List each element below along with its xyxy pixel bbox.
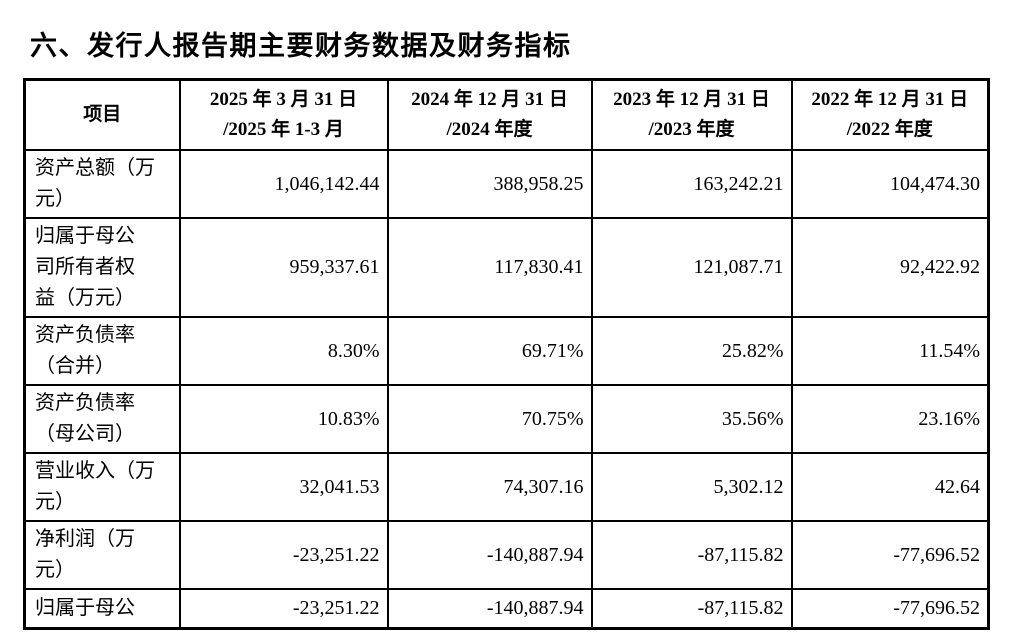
row-label: 净利润（万 元） <box>23 520 181 590</box>
cell-value: -87,115.82 <box>590 588 793 629</box>
cell-value: 25.82% <box>590 316 793 386</box>
row-label: 资产负债率 （母公司） <box>23 384 181 454</box>
table-row: 资产负债率 （母公司） 10.83% 70.75% 35.56% 23.16% <box>23 384 990 454</box>
cell-value: -140,887.94 <box>386 588 593 629</box>
column-header-2025: 2025 年 3 月 31 日 /2025 年 1-3 月 <box>178 78 389 151</box>
column-header-2022: 2022 年 12 月 31 日 /2022 年度 <box>790 78 990 151</box>
cell-value: 10.83% <box>178 384 389 454</box>
table-row: 资产总额（万 元） 1,046,142.44 388,958.25 163,24… <box>23 149 990 219</box>
cell-value: 1,046,142.44 <box>178 149 389 219</box>
page-title: 六、发行人报告期主要财务数据及财务指标 <box>30 31 572 62</box>
cell-value: -77,696.52 <box>790 520 990 590</box>
table-row: 资产负债率 （合并） 8.30% 69.71% 25.82% 11.54% <box>23 316 990 386</box>
cell-value: 23.16% <box>790 384 990 454</box>
row-label: 归属于母公 <box>23 588 181 629</box>
row-label: 归属于母公 司所有者权 益（万元） <box>23 217 181 318</box>
column-header-2024: 2024 年 12 月 31 日 /2024 年度 <box>386 78 593 151</box>
cell-value: 32,041.53 <box>178 452 389 522</box>
table-row: 营业收入（万 元） 32,041.53 74,307.16 5,302.12 4… <box>23 452 990 522</box>
cell-value: 74,307.16 <box>386 452 593 522</box>
row-label: 营业收入（万 元） <box>23 452 181 522</box>
financial-data-table: 项目 2025 年 3 月 31 日 /2025 年 1-3 月 2024 年 … <box>23 78 990 630</box>
cell-value: 5,302.12 <box>590 452 793 522</box>
cell-value: -77,696.52 <box>790 588 990 629</box>
cell-value: 69.71% <box>386 316 593 386</box>
column-header-item: 项目 <box>23 78 181 151</box>
cell-value: 104,474.30 <box>790 149 990 219</box>
cell-value: 11.54% <box>790 316 990 386</box>
cell-value: 92,422.92 <box>790 217 990 318</box>
table-row: 归属于母公 司所有者权 益（万元） 959,337.61 117,830.41 … <box>23 217 990 318</box>
cell-value: -87,115.82 <box>590 520 793 590</box>
cell-value: -23,251.22 <box>178 588 389 629</box>
table-header-row: 项目 2025 年 3 月 31 日 /2025 年 1-3 月 2024 年 … <box>23 78 990 151</box>
cell-value: 959,337.61 <box>178 217 389 318</box>
table-row-clipped: 归属于母公 -23,251.22 -140,887.94 -87,115.82 … <box>23 588 990 629</box>
cell-value: 8.30% <box>178 316 389 386</box>
row-label: 资产负债率 （合并） <box>23 316 181 386</box>
column-header-2023: 2023 年 12 月 31 日 /2023 年度 <box>590 78 793 151</box>
cell-value: 35.56% <box>590 384 793 454</box>
cell-value: 42.64 <box>790 452 990 522</box>
table-row: 净利润（万 元） -23,251.22 -140,887.94 -87,115.… <box>23 520 990 590</box>
cell-value: 70.75% <box>386 384 593 454</box>
cell-value: 117,830.41 <box>386 217 593 318</box>
cell-value: -140,887.94 <box>386 520 593 590</box>
cell-value: 388,958.25 <box>386 149 593 219</box>
cell-value: 121,087.71 <box>590 217 793 318</box>
cell-value: 163,242.21 <box>590 149 793 219</box>
cell-value: -23,251.22 <box>178 520 389 590</box>
row-label: 资产总额（万 元） <box>23 149 181 219</box>
